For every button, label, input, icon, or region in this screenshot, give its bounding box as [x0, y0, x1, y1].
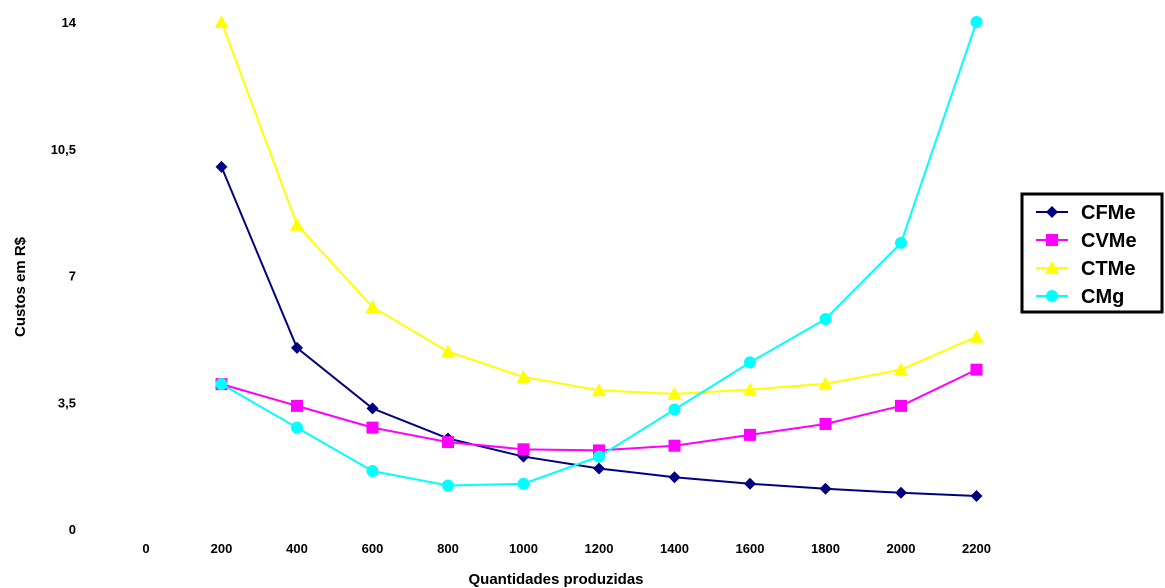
series-line	[221, 368, 977, 452]
data-point	[365, 300, 380, 314]
data-point	[819, 417, 832, 430]
x-tick-label: 600	[362, 541, 384, 556]
data-point	[895, 486, 907, 499]
x-tick-label: 400	[286, 541, 308, 556]
data-point	[366, 421, 379, 434]
x-tick-label: 2200	[962, 541, 991, 556]
legend-marker	[1046, 206, 1058, 218]
data-point	[215, 160, 228, 173]
x-tick-label: 800	[437, 541, 459, 556]
data-point	[668, 439, 681, 452]
data-point	[442, 436, 454, 449]
data-point	[970, 490, 983, 503]
x-axis-ticks: 0 200 400 600 800 1000 1200 1400 1600 1800 2000 220…	[142, 541, 991, 556]
series-cmg	[215, 16, 983, 492]
x-tick-label: 200	[211, 541, 233, 556]
data-point	[366, 402, 379, 415]
legend-item-ctme: CTMe	[1036, 258, 1135, 280]
data-point	[593, 462, 605, 475]
data-point	[516, 369, 531, 383]
data-point	[970, 363, 983, 376]
data-point	[441, 344, 455, 358]
data-point	[744, 356, 756, 369]
legend-item-cvme: CVMe	[1036, 230, 1137, 252]
data-point	[366, 465, 379, 478]
data-point	[744, 428, 756, 441]
y-tick-label: 10,5	[51, 142, 76, 157]
data-point	[744, 477, 756, 490]
legend-marker	[1046, 290, 1058, 302]
data-point	[593, 450, 605, 463]
data-point	[668, 403, 681, 416]
data-point	[291, 421, 303, 434]
data-point	[215, 378, 228, 391]
y-tick-label: 0	[69, 522, 76, 537]
data-point	[667, 386, 682, 400]
data-point	[291, 399, 303, 412]
legend: CFMe CVMe CTMe CMg	[1020, 192, 1164, 314]
data-point	[895, 399, 907, 412]
series-line	[220, 21, 977, 395]
x-axis-title: Quantidades produzidas	[468, 571, 643, 588]
legend-marker	[1045, 261, 1059, 274]
y-axis-title: Custos em R$	[12, 236, 29, 337]
x-tick-label: 1200	[585, 541, 614, 556]
x-tick-label: 0	[142, 541, 149, 556]
data-point	[517, 443, 530, 456]
x-tick-label: 1800	[811, 541, 840, 556]
data-point	[970, 16, 983, 28]
data-point	[894, 362, 908, 376]
legend-frame	[1020, 192, 1164, 314]
data-point	[743, 382, 757, 396]
data-point	[290, 217, 304, 231]
data-point	[517, 477, 530, 490]
legend-item-cfme: CFMe	[1036, 202, 1135, 224]
y-tick-label: 7	[69, 269, 76, 284]
data-point	[819, 482, 832, 495]
data-point	[819, 312, 832, 325]
x-tick-label: 1400	[660, 541, 689, 556]
y-axis-ticks: 0 3,5 7 10,5 14	[51, 15, 77, 537]
series-cfme	[215, 160, 983, 503]
data-point	[291, 341, 303, 354]
x-tick-label: 2000	[887, 541, 916, 556]
x-tick-label: 1000	[509, 541, 538, 556]
legend-marker	[1046, 234, 1058, 246]
data-point	[214, 15, 229, 28]
y-tick-label: 14	[62, 15, 77, 30]
legend-label: CFMe	[1081, 202, 1135, 224]
data-point	[818, 376, 833, 390]
data-point	[895, 236, 907, 249]
data-point	[442, 479, 454, 492]
legend-label: CMg	[1081, 286, 1124, 308]
series-layer	[214, 15, 984, 503]
data-point	[969, 329, 984, 343]
y-tick-label: 3,5	[58, 395, 76, 410]
legend-item-cmg: CMg	[1036, 286, 1124, 308]
series-cvme	[215, 363, 983, 457]
legend-label: CVMe	[1081, 230, 1137, 252]
x-tick-label: 1600	[736, 541, 765, 556]
data-point	[668, 471, 681, 484]
legend-label: CTMe	[1081, 258, 1135, 280]
data-point	[592, 383, 606, 397]
series-ctme	[214, 15, 984, 400]
